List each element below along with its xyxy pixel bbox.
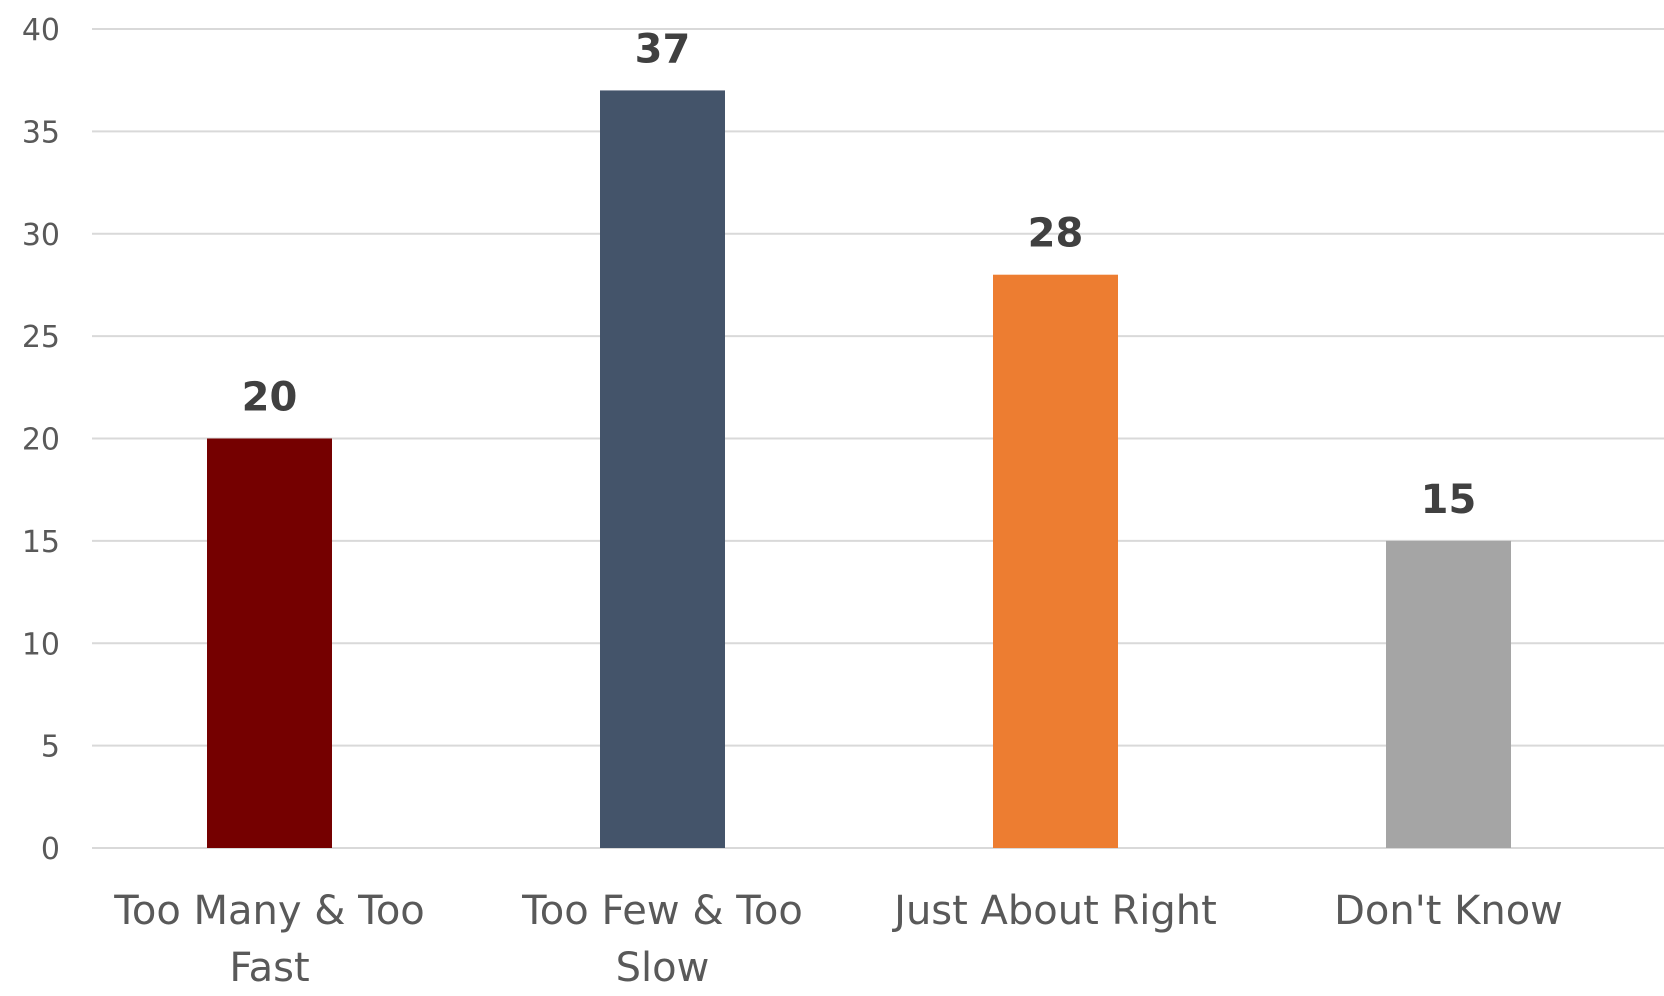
bars [207, 90, 1511, 849]
x-axis-category-labels: Too Many & Too Fast Too Few & Too Slow Just … [113, 888, 1563, 991]
y-tick-label: 30 [22, 218, 60, 253]
data-labels: 20 37 28 15 [242, 26, 1477, 522]
category-label: Slow [616, 945, 710, 991]
bar [993, 274, 1118, 848]
y-tick-label: 10 [22, 627, 60, 662]
y-axis-tick-labels: 0 5 10 15 20 25 30 35 40 [22, 13, 60, 867]
bar [600, 90, 725, 849]
category-label: Just About Right [891, 888, 1217, 934]
data-label: 28 [1028, 211, 1084, 257]
y-tick-label: 15 [22, 525, 60, 560]
category-label: Fast [229, 945, 309, 991]
y-tick-label: 5 [41, 730, 60, 765]
y-tick-label: 20 [22, 423, 60, 458]
category-label: Too Few & Too [521, 888, 803, 934]
bar [1386, 540, 1511, 848]
category-label: Don't Know [1334, 888, 1563, 934]
y-tick-label: 40 [22, 13, 60, 48]
data-label: 20 [242, 375, 298, 421]
y-tick-label: 0 [41, 832, 60, 867]
bar [207, 438, 332, 848]
gridlines [92, 28, 1664, 849]
category-label: Too Many & Too [113, 888, 425, 934]
data-label: 37 [635, 26, 691, 72]
y-tick-label: 35 [22, 115, 60, 150]
y-tick-label: 25 [22, 320, 60, 355]
data-label: 15 [1421, 477, 1477, 523]
